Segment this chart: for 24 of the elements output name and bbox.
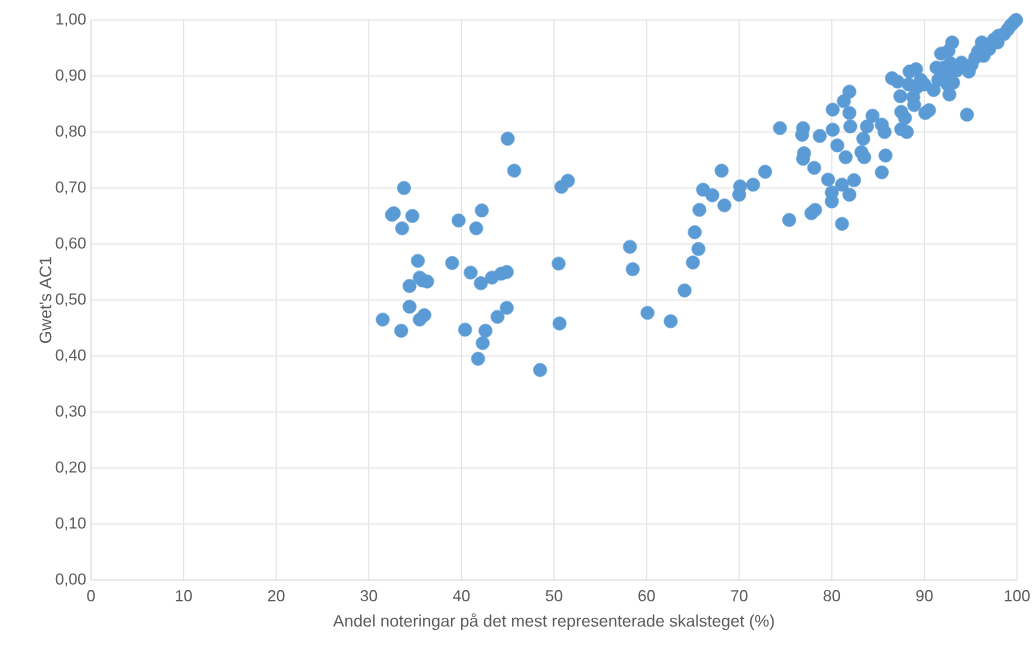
y-tick-label: 0,00: [55, 573, 86, 587]
x-tick-label: 50: [545, 590, 563, 602]
y-tick-label: 0,50: [55, 293, 86, 307]
y-tick-label: 0,10: [55, 517, 86, 531]
y-tick-label: 0,60: [55, 237, 86, 251]
y-tick-label: 0,70: [55, 181, 86, 195]
y-tick-label: 0,40: [55, 349, 86, 363]
x-tick-label: 60: [638, 590, 655, 602]
x-tick-label: 20: [268, 590, 285, 602]
x-tick-label: 70: [731, 590, 748, 602]
x-tick-label: 40: [452, 590, 470, 602]
y-tick-label: 1,00: [56, 13, 86, 27]
y-axis-title: Gwet's AC1: [39, 257, 52, 343]
x-tick-label: 10: [175, 590, 192, 602]
y-tick-label: 0,30: [55, 405, 86, 419]
x-tick-label: 100: [1004, 590, 1030, 602]
y-tick-label: 0,90: [55, 69, 86, 83]
y-tick-label: 0,80: [55, 125, 86, 139]
x-tick-label: 30: [360, 590, 378, 602]
x-axis-title: Andel noteringar på det mest representerade skalsteget (%): [333, 613, 774, 631]
x-tick-label: 0: [87, 590, 95, 602]
x-tick-label: 90: [916, 590, 933, 602]
y-tick-label: 0,20: [55, 461, 86, 475]
x-tick-label: 80: [823, 590, 841, 602]
